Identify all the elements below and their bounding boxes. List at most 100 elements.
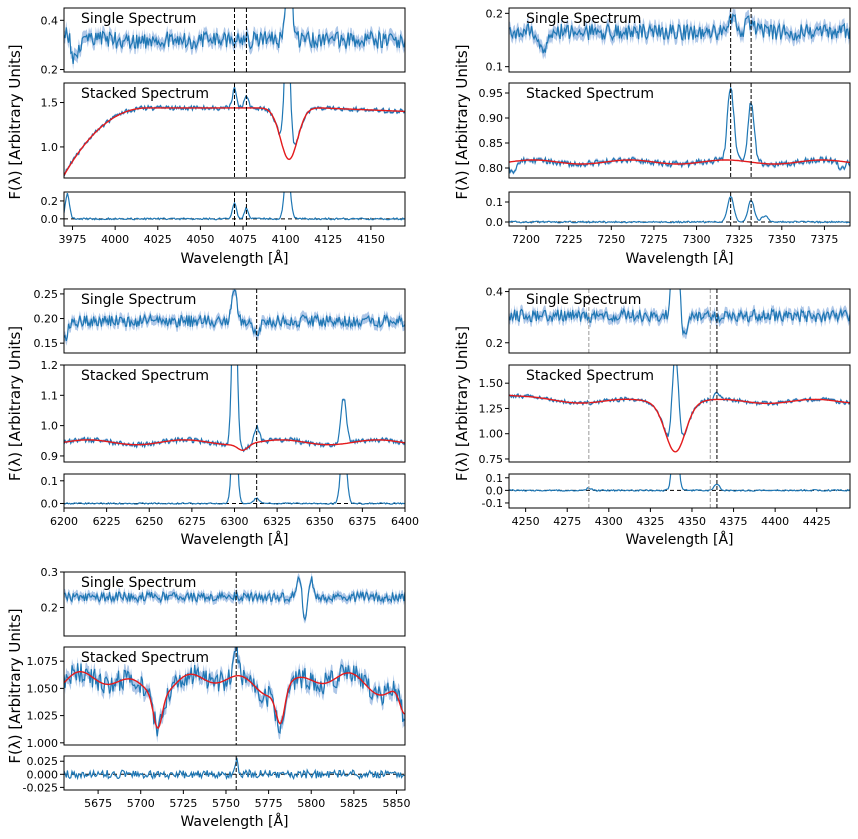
single-title: Single Spectrum	[526, 11, 641, 27]
y-tick-label: 0.1	[486, 61, 504, 74]
y-tick-label: 0.0	[486, 484, 504, 497]
stacked-title: Stacked Spectrum	[526, 86, 654, 102]
x-tick-label: 4050	[186, 233, 214, 246]
single-frame	[63, 288, 406, 354]
single-panel: 0.2 0.4 Single Spectrum	[41, 7, 406, 77]
x-tick-label: 4375	[720, 515, 748, 528]
stacked-panel: 1.0 1.5 Stacked Spectrum	[41, 82, 406, 179]
y-tick-label: 0.80	[479, 162, 504, 175]
residual-line	[64, 474, 405, 505]
single-title: Single Spectrum	[81, 575, 196, 591]
stacked-plot-area	[64, 83, 405, 178]
y-tick-label: 1.1	[41, 389, 59, 402]
x-axis-label: Wavelength [Å]	[180, 813, 288, 830]
stacked-spectrum-line	[509, 365, 850, 437]
stacked-frame	[63, 364, 406, 463]
x-tick-label: 6250	[135, 515, 163, 528]
single-plot-area	[509, 8, 850, 72]
x-tick-label: 7300	[683, 233, 711, 246]
single-panel: 0.2 0.3 Single Spectrum	[41, 566, 406, 637]
y-tick-label: 1.000	[27, 737, 59, 750]
x-tick-label: 6275	[178, 515, 206, 528]
y-tick-label: 0.9	[41, 450, 59, 463]
y-tick-label: 1.050	[27, 682, 59, 695]
single-spectrum-line	[64, 289, 405, 342]
x-axis-label: Wavelength [Å]	[625, 250, 733, 267]
single-plot-area	[509, 289, 850, 353]
y-tick-label: 0.0	[41, 497, 59, 510]
single-panel: 0.2 0.4 Single Spectrum	[486, 286, 851, 354]
single-panel: 0.1 0.2 Single Spectrum	[486, 7, 851, 74]
x-tick-label: 4350	[678, 515, 706, 528]
single-frame	[63, 7, 406, 73]
residual-line	[509, 474, 850, 492]
x-tick-label: 4425	[803, 515, 831, 528]
y-axis-label: F(λ) [Arbitrary Units]	[6, 326, 24, 481]
y-axis-label: F(λ) [Arbitrary Units]	[6, 44, 24, 199]
x-tick-label: 4150	[357, 233, 385, 246]
y-tick-label: 0.75	[479, 453, 504, 466]
x-tick-label: 5675	[84, 797, 112, 810]
residual-frame	[63, 755, 406, 791]
x-tick-label: 7275	[640, 233, 668, 246]
single-frame	[508, 288, 851, 354]
spectrum-chart-4: 0.2 0.4 Single Spectrum 0.75 1.00 1.25 1.50 Sta…	[453, 286, 851, 548]
single-spectrum-line	[64, 575, 405, 621]
x-tick-label: 5700	[127, 797, 155, 810]
spectrum-chart-1: 0.2 0.4 Single Spectrum 1.0 1.5 Stacked Spect…	[6, 7, 406, 267]
x-tick-label: 7225	[555, 233, 583, 246]
y-axis-label: F(λ) [Arbitrary Units]	[6, 608, 24, 763]
y-tick-label: 0.2	[486, 337, 504, 350]
stacked-panel: 1.000 1.025 1.050 1.075 Stacked Spectrum	[27, 646, 406, 750]
residual-panel: 0.0 0.1 7200 7225 7250 7275 7300 7325 7350 7375	[486, 191, 851, 246]
y-tick-label: 0.2	[41, 195, 59, 208]
x-tick-label: 7325	[725, 233, 753, 246]
x-tick-label: 4300	[595, 515, 623, 528]
y-tick-label: 0.2	[41, 602, 59, 615]
y-tick-label: 0.2	[41, 64, 59, 77]
x-tick-label: 3975	[59, 233, 87, 246]
stacked-panel: 0.9 1.0 1.1 1.2 Stacked Spectrum	[41, 359, 406, 463]
single-spectrum-line	[509, 13, 850, 54]
x-tick-label: 4325	[636, 515, 664, 528]
residual-panel: 0.0 0.1 6200 6225 6250 6275 6300 6325 6350 6375 64…	[41, 473, 419, 528]
single-plot-area	[64, 572, 405, 636]
y-tick-label: 0.3	[41, 566, 59, 579]
model-fit-line	[64, 107, 405, 176]
y-tick-label: 0.025	[27, 755, 59, 768]
y-tick-label: 0.15	[34, 337, 59, 350]
stacked-error-band	[509, 365, 850, 438]
y-tick-label: 0.20	[34, 313, 59, 326]
model-fit-line	[509, 159, 850, 165]
stacked-plot-area	[509, 83, 850, 178]
y-tick-label: 0.25	[34, 288, 59, 301]
x-tick-label: 6300	[221, 515, 249, 528]
x-tick-label: 4075	[229, 233, 257, 246]
x-tick-label: 5725	[169, 797, 197, 810]
x-tick-label: 5825	[340, 797, 368, 810]
single-error-band	[509, 8, 850, 60]
residual-line	[64, 757, 405, 781]
single-panel: 0.15 0.20 0.25 Single Spectrum	[34, 288, 406, 354]
y-axis-label: F(λ) [Arbitrary Units]	[453, 326, 471, 481]
x-tick-label: 6350	[306, 515, 334, 528]
spectrum-chart-5: 0.2 0.3 Single Spectrum 1.000 1.025 1.050 1.07…	[6, 566, 410, 830]
residual-frame	[508, 191, 851, 227]
y-tick-label: 0.4	[41, 14, 59, 27]
y-tick-label: 0.0	[486, 216, 504, 229]
stacked-spectrum-line	[64, 647, 405, 737]
x-tick-label: 7375	[810, 233, 838, 246]
single-title: Single Spectrum	[526, 292, 641, 308]
x-tick-label: 4250	[512, 515, 540, 528]
stacked-title: Stacked Spectrum	[81, 650, 209, 666]
y-tick-label: 0.0	[41, 213, 59, 226]
x-tick-label: 6325	[263, 515, 291, 528]
single-frame	[63, 571, 406, 637]
x-tick-label: 5800	[297, 797, 325, 810]
y-tick-label: 1.2	[41, 359, 59, 372]
spectrum-chart-2: 0.1 0.2 Single Spectrum 0.80 0.85 0.90 0.95 Sta…	[453, 7, 851, 267]
x-tick-label: 5850	[382, 797, 410, 810]
y-tick-label: 1.0	[41, 141, 59, 154]
single-spectrum-line	[509, 289, 850, 336]
